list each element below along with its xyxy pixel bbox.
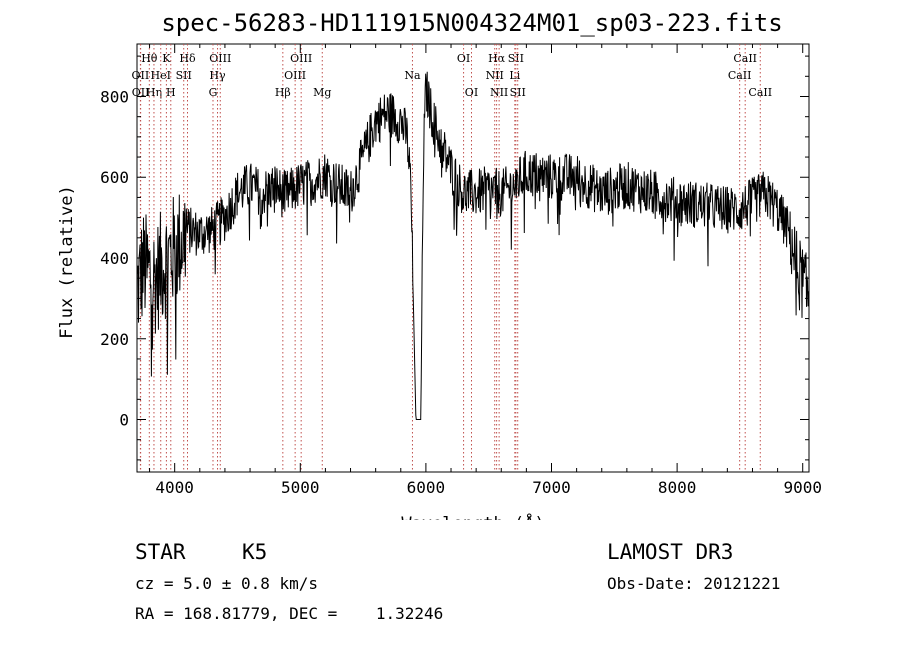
line-marker-label: OIII	[290, 52, 312, 65]
survey-name: LAMOST DR3	[607, 540, 734, 564]
line-marker-label: OIII	[284, 69, 306, 82]
line-marker-label: Mg	[313, 86, 331, 99]
line-marker-label: CaII	[748, 86, 772, 99]
line-marker-label: Na	[404, 69, 421, 82]
line-marker-label: Li	[509, 69, 520, 82]
line-marker-label: CaII	[728, 69, 752, 82]
velocity-readout: cz = 5.0 ± 0.8 km/s	[135, 574, 319, 593]
x-axis-label: Wavelength (Å)	[401, 512, 544, 520]
line-marker-label: Hγ	[209, 69, 226, 82]
line-marker-label: NII	[486, 69, 504, 82]
line-marker-label: Hθ	[141, 52, 158, 65]
y-tick-label: 200	[100, 330, 129, 349]
line-marker-label: G	[209, 86, 218, 99]
line-marker-label: H	[166, 86, 176, 99]
y-tick-label: 400	[100, 249, 129, 268]
chart-title: spec-56283-HD111915N004324M01_sp03-223.f…	[161, 9, 782, 37]
object-subclass: K5	[242, 540, 268, 564]
line-marker-label: OI	[457, 52, 470, 65]
x-tick-label: 7000	[532, 478, 571, 497]
line-marker-label: HeI	[151, 69, 171, 82]
axis-tick-layer: 4000 5000 6000 7000 8000 9000 0 200 400 600 800	[100, 44, 822, 497]
y-tick-label: 0	[119, 411, 129, 430]
line-marker-label: OI	[465, 86, 478, 99]
line-marker-label: Hα	[488, 52, 506, 65]
observation-date: Obs-Date: 20121221	[607, 574, 781, 593]
line-marker-label: OII	[132, 69, 150, 82]
line-marker-label: OIII	[209, 52, 231, 65]
coordinates-readout: RA = 168.81779, DEC = 1.32246	[135, 604, 444, 623]
line-marker-label: SII	[176, 69, 192, 82]
x-tick-label: 5000	[281, 478, 320, 497]
line-marker-label: Hδ	[179, 52, 196, 65]
line-marker-label: Hη	[146, 86, 162, 99]
line-marker-label: CaII	[733, 52, 757, 65]
y-axis-label: Flux (relative)	[57, 185, 77, 339]
line-marker-label: SII	[510, 86, 526, 99]
line-marker-label: SII	[508, 52, 524, 65]
object-class: STAR	[135, 540, 186, 564]
spectrum-chart: spec-56283-HD111915N004324M01_sp03-223.f…	[57, 9, 822, 520]
line-marker-label: OII	[132, 86, 150, 99]
y-tick-label: 600	[100, 168, 129, 187]
line-marker-label: K	[162, 52, 171, 65]
x-tick-label: 8000	[658, 478, 697, 497]
line-marker-label: NII	[490, 86, 508, 99]
x-tick-label: 4000	[155, 478, 194, 497]
spectrum-line	[136, 71, 810, 420]
y-tick-label: 800	[100, 87, 129, 106]
x-tick-label: 9000	[783, 478, 822, 497]
line-marker-label: Hβ	[275, 86, 291, 99]
x-tick-label: 6000	[407, 478, 446, 497]
